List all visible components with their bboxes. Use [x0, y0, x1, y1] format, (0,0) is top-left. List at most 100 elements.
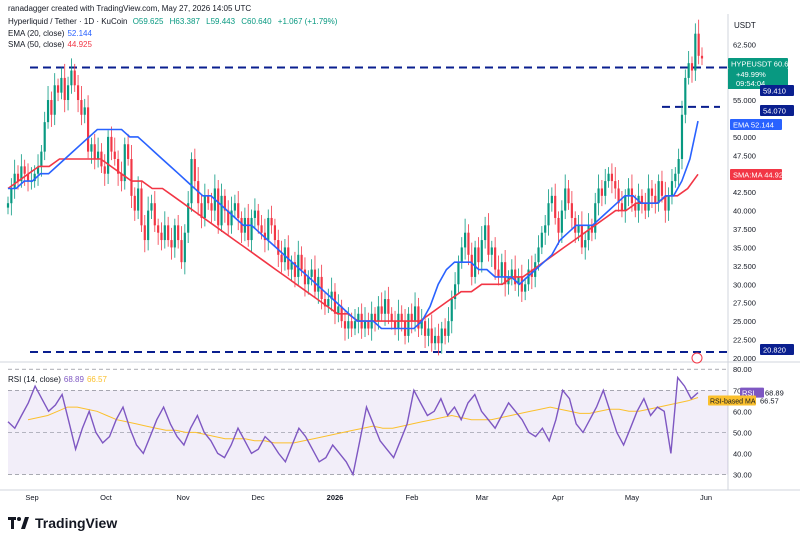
candle-body: [467, 232, 470, 255]
candle-body: [303, 269, 307, 285]
rsi-legend-value: 68.89: [63, 375, 84, 384]
candle-body: [584, 240, 587, 248]
candle-body: [330, 291, 333, 300]
price-tag-bg: [760, 85, 794, 96]
candle-body: [70, 70, 73, 86]
candle-body: [337, 306, 340, 314]
candle-body: [20, 166, 23, 182]
y-tick-label: 50.000: [733, 133, 756, 142]
candle-body: [257, 210, 260, 226]
candle-body: [550, 195, 553, 204]
candle-body: [190, 158, 193, 204]
candle-body: [203, 195, 206, 218]
candle-body: [387, 299, 390, 314]
rsi-line: [7, 375, 699, 477]
price-tag-label: 54.070: [763, 107, 786, 116]
y-tick-label: 40.000: [733, 207, 756, 216]
price-tag-label: 59.410: [763, 87, 786, 96]
candle-body: [347, 321, 350, 329]
candle-body: [143, 225, 146, 241]
candle-body: [474, 247, 477, 277]
candle-body: [80, 100, 83, 115]
candle-body: [654, 195, 657, 204]
sma-legend[interactable]: SMA (50, close) 44.925: [8, 40, 92, 49]
candle-body: [420, 321, 423, 329]
candle-body: [50, 100, 53, 115]
rsi-ma-tag-label: RSI-based MA: [710, 398, 756, 405]
sma-line: [7, 158, 699, 322]
candle-body: [177, 225, 180, 241]
ema-legend[interactable]: EMA (20, close) 52.144: [8, 29, 92, 38]
candle-body: [247, 217, 250, 241]
candle-body: [600, 188, 603, 196]
x-tick-label: Jun: [700, 493, 712, 502]
rsi-legend[interactable]: RSI (14, close) 68.89 66.57: [8, 375, 107, 384]
candle-body: [173, 225, 176, 248]
currency-label: USDT: [734, 21, 756, 30]
candle-body: [487, 225, 490, 255]
candle-body: [464, 232, 467, 248]
candle-body: [517, 276, 520, 285]
candle-body: [557, 217, 560, 233]
candle-body: [230, 210, 233, 226]
rsi-tag-value: 68.89: [765, 389, 784, 398]
candle-body: [700, 55, 704, 59]
candle-body: [260, 225, 263, 233]
candle-body: [97, 151, 100, 159]
candle-body: [383, 299, 387, 314]
candle-body: [413, 306, 417, 322]
candle-body: [66, 85, 70, 101]
candle-body: [447, 321, 450, 336]
candle-body: [147, 210, 150, 241]
candle-body: [664, 195, 667, 211]
candle-body: [253, 210, 256, 218]
candle-body: [680, 114, 684, 159]
rsi-tick-label: 80.00: [733, 365, 752, 374]
candle-body: [120, 173, 123, 182]
price-tag-label: 20.820: [763, 346, 786, 355]
candle-body: [200, 203, 203, 218]
candle-body: [13, 173, 16, 189]
candle-body: [86, 107, 90, 152]
x-tick-label: Oct: [100, 493, 113, 502]
rsi-tag-bg: [740, 387, 764, 398]
candle-body: [223, 195, 226, 211]
candle-body: [617, 188, 620, 204]
x-tick-label: Mar: [476, 493, 489, 502]
candle-body: [153, 203, 156, 226]
candle-body: [113, 151, 116, 159]
tradingview-brand[interactable]: TradingView: [8, 515, 117, 531]
candle-body: [240, 217, 243, 233]
y-tick-label: 62.500: [733, 41, 756, 50]
sma-legend-value: 44.925: [67, 40, 92, 49]
candle-body: [180, 240, 183, 263]
candle-body: [167, 225, 170, 241]
x-tick-label: 2026: [327, 493, 344, 502]
candle-body: [123, 144, 126, 182]
candle-body: [267, 217, 270, 241]
candle-body: [427, 328, 430, 336]
y-tick-label: 27.500: [733, 299, 756, 308]
candle-body: [26, 173, 30, 182]
candle-body: [53, 85, 56, 115]
rsi-tick-label: 60.00: [733, 407, 752, 416]
author-line: ranadagger created with TradingView.com,…: [8, 4, 252, 13]
candle-body: [634, 203, 637, 211]
x-tick-label: Sep: [25, 493, 38, 502]
candle-body: [567, 188, 570, 204]
candle-body: [310, 269, 313, 277]
y-tick-label: 25.000: [733, 317, 756, 326]
candle-body: [380, 306, 383, 314]
candle-body: [40, 151, 43, 167]
candle-body: [60, 77, 63, 93]
candle-body: [327, 299, 330, 307]
candle-body: [627, 188, 630, 196]
candle-body: [133, 195, 136, 211]
x-tick-label: Nov: [176, 493, 190, 502]
y-tick-label: 55.000: [733, 96, 756, 105]
candle-body: [323, 299, 327, 307]
candle-body: [207, 195, 210, 204]
candle-body: [127, 144, 130, 159]
candle-body: [297, 254, 300, 277]
